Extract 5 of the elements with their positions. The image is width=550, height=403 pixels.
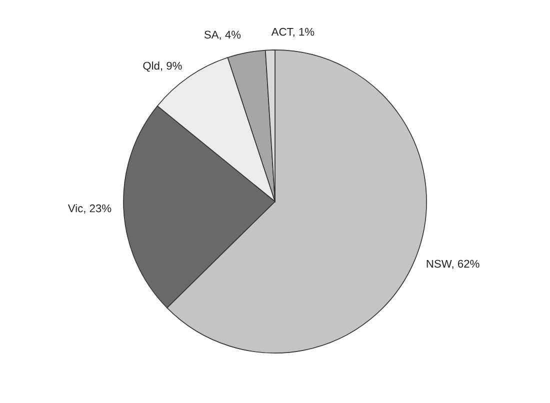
slice-label: SA, 4% bbox=[204, 30, 241, 40]
slice-label: NSW, 62% bbox=[426, 260, 480, 270]
slice-label: ACT, 1% bbox=[271, 28, 314, 38]
slice-label: Qld, 9% bbox=[143, 62, 182, 72]
slice-label: Vic, 23% bbox=[68, 204, 112, 214]
